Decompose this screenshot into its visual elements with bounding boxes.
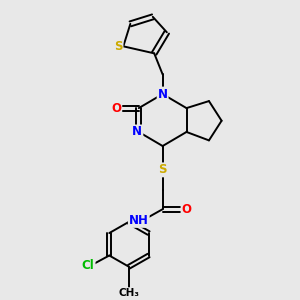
Text: S: S [114,40,122,53]
Text: NH: NH [129,214,149,227]
Text: O: O [111,102,121,115]
Text: S: S [158,164,167,176]
Text: N: N [158,88,168,100]
Text: Cl: Cl [82,259,94,272]
Text: N: N [132,125,142,139]
Text: O: O [182,203,191,216]
Text: CH₃: CH₃ [118,288,140,298]
